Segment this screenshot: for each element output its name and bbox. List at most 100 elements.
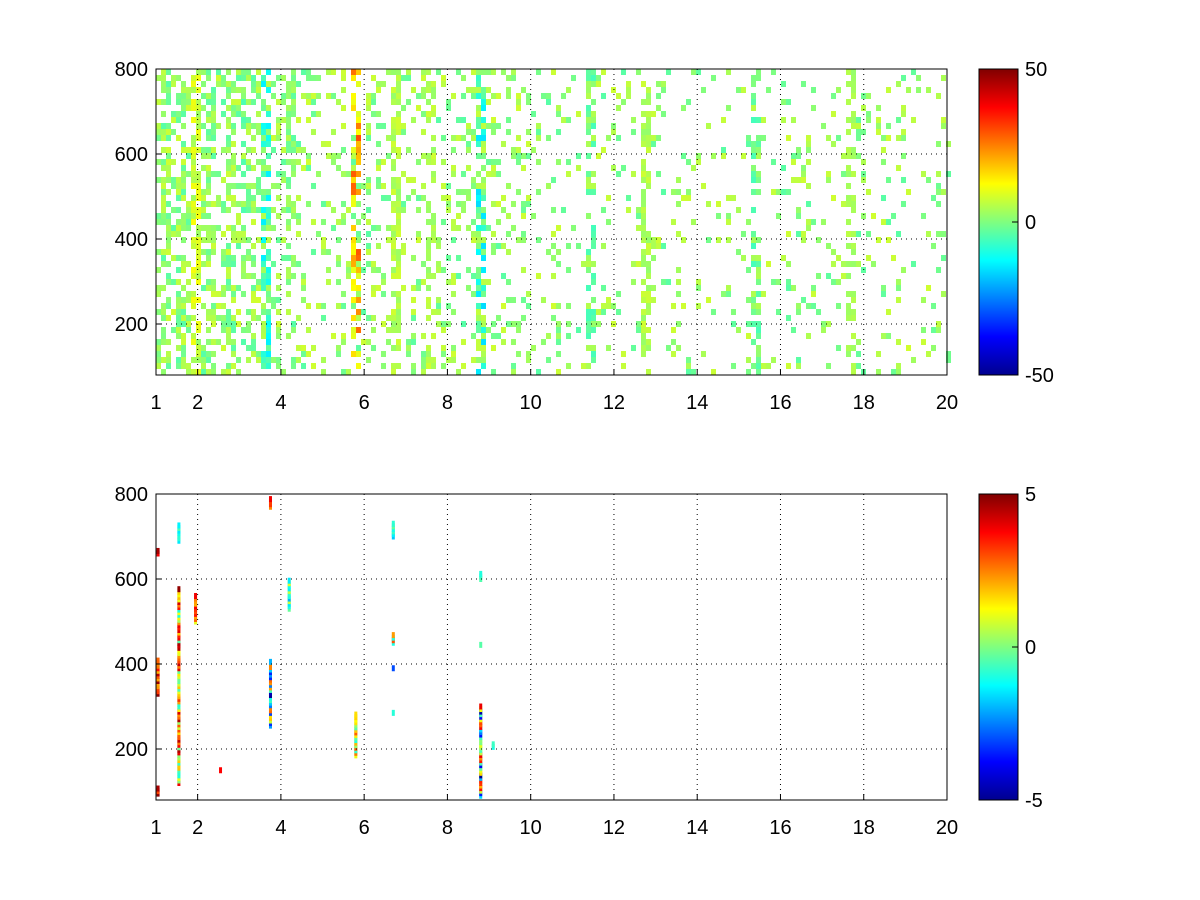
heatmap-cell [186, 291, 191, 297]
heatmap-cell [476, 183, 481, 189]
heatmap-cell [541, 339, 546, 345]
heatmap-cell [291, 255, 296, 261]
heatmap-cell [741, 255, 746, 261]
heatmap-cell [196, 129, 201, 135]
heatmap-cell [506, 183, 511, 189]
heatmap-cell [481, 129, 486, 135]
heatmap-cell [256, 177, 261, 183]
heatmap-cell [906, 345, 911, 351]
heatmap-cell [266, 285, 271, 291]
heatmap-cell [646, 297, 651, 303]
heatmap-cell [476, 369, 481, 375]
heatmap-cell [806, 159, 811, 165]
heatmap-cell [301, 273, 306, 279]
heatmap-cell [266, 225, 271, 231]
heatmap-cell [261, 351, 266, 357]
heatmap-cell [431, 309, 436, 315]
heatmap-cell [356, 147, 361, 153]
heatmap-cell [396, 207, 401, 213]
heatmap-cell [396, 153, 401, 159]
heatmap-cell [181, 147, 186, 153]
heatmap-cell [686, 99, 691, 105]
heatmap-cell [351, 315, 356, 321]
heatmap-cell [291, 75, 296, 81]
heatmap-cell [356, 129, 361, 135]
heatmap-cell [806, 303, 811, 309]
heatmap-cell [371, 111, 376, 117]
heatmap-cell [876, 129, 881, 135]
heatmap-cell [201, 81, 206, 87]
heatmap-cell [546, 183, 551, 189]
y-tick-label: 400 [115, 654, 148, 676]
x-tick-label: 1 [150, 817, 161, 839]
heatmap-cell [591, 231, 596, 237]
heatmap-cell [176, 327, 181, 333]
heatmap-cell [646, 99, 651, 105]
heatmap-cell [481, 225, 486, 231]
heatmap-cell [331, 207, 336, 213]
heatmap-cell [831, 141, 836, 147]
heatmap-cell [181, 99, 186, 105]
heatmap-cell [876, 369, 881, 375]
heatmap-cell [261, 321, 266, 327]
heatmap-cell [846, 165, 851, 171]
heatmap-cell [766, 87, 771, 93]
heatmap-cell [441, 195, 446, 201]
heatmap-cell [641, 207, 646, 213]
heatmap-cell [651, 111, 656, 117]
heatmap-cell [756, 117, 761, 123]
heatmap-cell [261, 75, 266, 81]
heatmap-cell [306, 153, 311, 159]
heatmap-cell [166, 351, 171, 357]
heatmap-cell [266, 351, 271, 357]
heatmap-cell [351, 297, 356, 303]
heatmap-cell [291, 261, 296, 267]
heatmap-cell [756, 321, 761, 327]
heatmap-cell [481, 291, 486, 297]
y-tick-label: 800 [115, 484, 148, 506]
heatmap-cell [856, 129, 861, 135]
heatmap-cell [301, 279, 306, 285]
heatmap-cell [756, 135, 761, 141]
heatmap-cell [911, 357, 916, 363]
colorbar-tick-label: -5 [1025, 790, 1043, 812]
heatmap-cell [426, 87, 431, 93]
heatmap-cell [326, 279, 331, 285]
heatmap-cell [251, 201, 256, 207]
heatmap-cell [276, 129, 281, 135]
heatmap-cell [366, 105, 371, 111]
heatmap-cell [391, 363, 396, 369]
heatmap-cell [261, 189, 266, 195]
heatmap-cell [826, 135, 831, 141]
heatmap-cell [741, 231, 746, 237]
heatmap-cell [476, 141, 481, 147]
heatmap-cell [896, 81, 901, 87]
heatmap-cell [226, 105, 231, 111]
heatmap-cell [291, 93, 296, 99]
heatmap-cell [211, 243, 216, 249]
heatmap-cell [476, 105, 481, 111]
heatmap-cell [206, 171, 211, 177]
heatmap-cell [496, 201, 501, 207]
heatmap-cell [481, 207, 486, 213]
heatmap-cell [751, 231, 756, 237]
x-tick-label: 4 [275, 392, 286, 414]
heatmap-cell [301, 147, 306, 153]
heatmap-cell [206, 177, 211, 183]
heatmap-cell [556, 327, 561, 333]
heatmap-cell [901, 75, 906, 81]
heatmap-cell [876, 105, 881, 111]
heatmap-cell [261, 159, 266, 165]
heatmap-cell [276, 333, 281, 339]
heatmap-cell [806, 201, 811, 207]
heatmap-cell [176, 219, 181, 225]
heatmap-cell [356, 261, 361, 267]
heatmap-cell [451, 273, 456, 279]
heatmap-cell [281, 93, 286, 99]
heatmap-cell [191, 315, 196, 321]
heatmap-cell [381, 273, 386, 279]
heatmap-cell [181, 105, 186, 111]
heatmap-cell [391, 345, 396, 351]
heatmap-cell [451, 171, 456, 177]
heatmap-cell [396, 261, 401, 267]
